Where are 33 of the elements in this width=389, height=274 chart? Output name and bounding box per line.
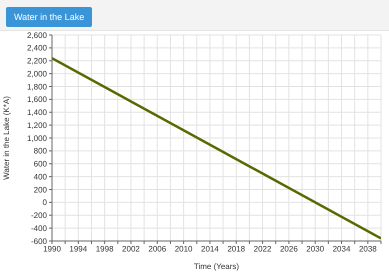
y-tick-label: 1,200 (26, 120, 48, 130)
y-tick-label: 800 (34, 146, 48, 156)
y-tick-label: -400 (30, 224, 48, 233)
y-tick-label: 1,800 (26, 82, 48, 92)
x-axis-title: Time (Years) (194, 262, 240, 271)
x-tick-label: 2010 (174, 244, 194, 254)
x-tick-label: 1994 (69, 244, 88, 254)
x-tick-label: 2018 (227, 244, 246, 254)
y-tick-label: 2,200 (26, 56, 48, 66)
y-tick-label: -200 (30, 211, 48, 220)
x-tick-label: 2022 (254, 244, 272, 254)
y-axis-title: Water in the Lake (K*A) (2, 96, 11, 180)
x-tick-label: 2006 (148, 244, 167, 254)
chart-title: Water in the Lake (6, 7, 92, 27)
x-tick-label: 2038 (358, 244, 378, 254)
y-tick-label: 200 (34, 185, 48, 194)
y-tick-label: 2,000 (26, 69, 48, 78)
y-tick-label: 2,400 (26, 44, 48, 53)
y-tick-label: 2,600 (26, 30, 48, 40)
y-tick-label: 1,600 (26, 95, 48, 104)
x-tick-label: 1990 (43, 244, 62, 254)
y-tick-label: 1,400 (26, 108, 48, 118)
y-tick-label: 0 (42, 198, 48, 208)
x-tick-label: 2030 (306, 244, 325, 254)
x-tick-label: 2026 (280, 244, 298, 254)
y-tick-label: 400 (34, 172, 48, 182)
x-tick-label: 2014 (201, 244, 220, 254)
y-tick-label: -600 (30, 236, 48, 246)
x-tick-label: 2034 (332, 244, 351, 254)
x-tick-label: 2002 (122, 244, 140, 254)
x-tick-label: 1998 (96, 244, 114, 254)
y-tick-label: 600 (34, 160, 48, 169)
y-tick-label: 1,000 (26, 134, 48, 143)
